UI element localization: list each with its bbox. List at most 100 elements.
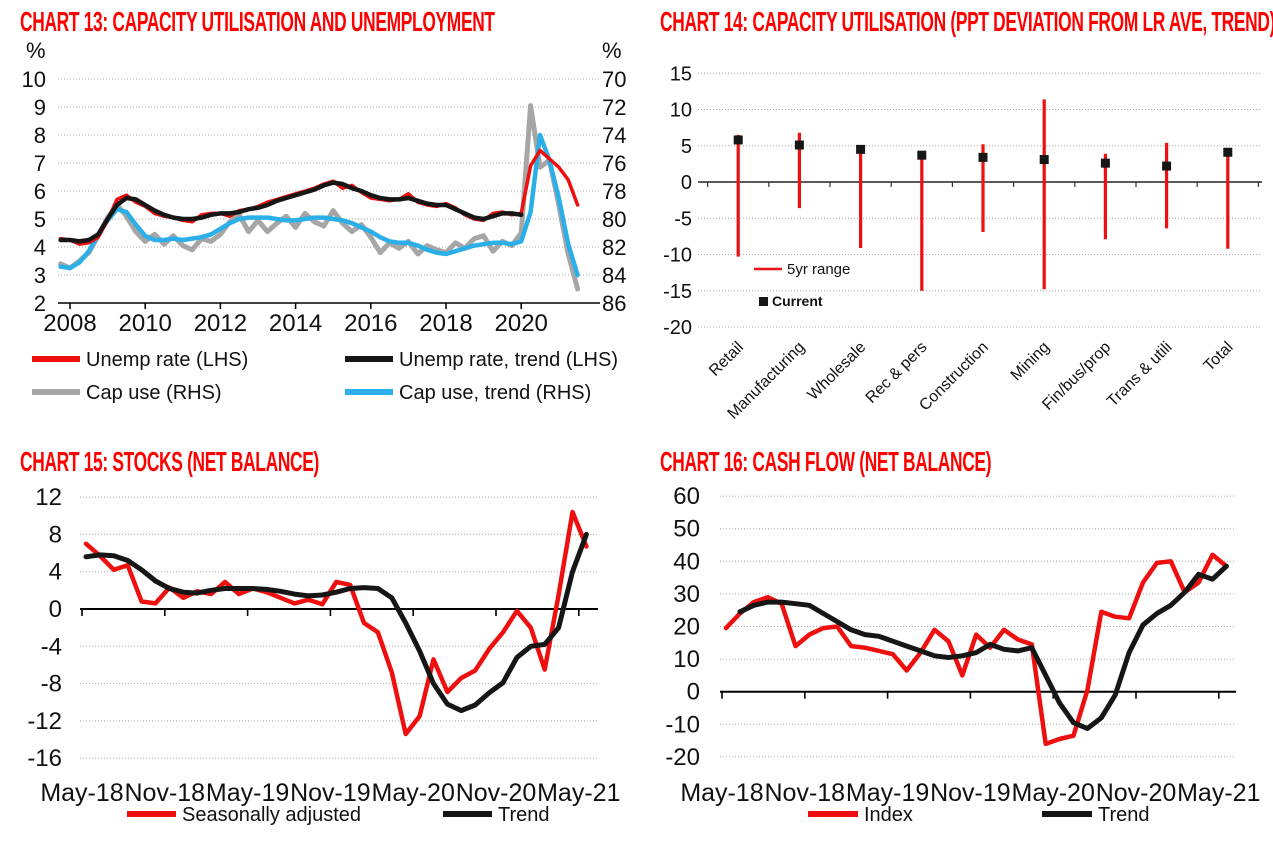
right-y-tick-label: 76 [602,151,626,176]
legend-label: Cap use, trend (RHS) [399,382,591,404]
range-column [794,132,804,209]
y-tick-label: -20 [665,744,700,771]
right-y-tick-label: 70 [602,67,626,92]
current-marker [978,152,988,162]
left-y-tick-label: 3 [34,263,46,288]
chart15-section: CHART 15: STOCKS (NET BALANCE) May-18 Nov… [0,440,640,841]
range-column [1162,142,1172,229]
legend-label: Cap use (RHS) [86,382,222,404]
legend: 5yr range Current [754,261,850,309]
chart13-canvas: 2008 2010 2012 2014 2016 2018 2020109876543270… [22,38,627,404]
category-label: Trans & utili [1104,339,1175,410]
left-y-tick-label: 10 [22,67,46,92]
chart16-canvas: May-18 Nov-18 May-19 Nov-19 May-20 Nov-20 May-… [665,483,1260,826]
legend-item: Unemp rate, trend (LHS) [345,349,618,371]
legend-label: Unemp rate (LHS) [86,349,248,371]
legend-label: Seasonally adjusted [182,804,361,826]
series-cap-use-rhs- [58,103,581,292]
current-marker [794,140,804,150]
y-tick-label: 50 [673,516,700,543]
legend-item: Trend [1042,804,1150,826]
x-tick-label: May-19 [846,779,929,807]
chart14-canvas: 151050-5-10-15-20RetailManufacturingWhol… [663,63,1262,423]
x-tick-label: May-20 [1012,779,1095,807]
y-tick-label: 12 [35,484,62,511]
range-column [1100,153,1110,240]
series-trend [737,563,1229,731]
left-y-tick-label: 8 [34,123,46,148]
y-tick-label: -15 [663,281,692,303]
x-tick-label: May-20 [372,779,455,807]
legend-label: Index [864,804,913,826]
chart13-section: CHART 13: CAPACITY UTILISATION AND UNEMP… [0,0,640,440]
range-column [917,150,927,291]
x-tick-label: 2018 [419,310,472,337]
legend-label: Trend [498,804,550,826]
x-tick-label: 2020 [495,310,548,337]
current-marker [856,144,866,154]
series-trend [83,531,589,714]
series-seasonally-adjusted [83,509,589,737]
range-column [856,144,866,248]
y-tick-label: 30 [673,581,700,608]
x-tick-label: May-18 [680,779,763,807]
category-label: Total [1201,339,1237,375]
y-tick-label: 4 [49,559,62,586]
left-axis-unit: % [26,38,46,63]
category-label: Wholesale [805,339,870,404]
y-tick-label: -8 [41,671,62,698]
chart16-section: CHART 16: CASH FLOW (NET BALANCE) May-18… [640,440,1273,841]
y-tick-label: -10 [663,245,692,267]
series-index [723,552,1229,747]
x-tick-label: Nov-18 [765,779,846,807]
x-tick-label: 2014 [269,310,322,337]
category-label: Rec & pers [863,339,931,407]
current-marker [733,135,743,145]
x-tick-label: 2016 [344,310,397,337]
chart16-title: CHART 16: CASH FLOW (NET BALANCE) [660,446,992,477]
right-y-tick-label: 72 [602,95,626,120]
x-tick-label: May-18 [40,779,123,807]
left-y-tick-label: 7 [34,151,46,176]
y-tick-label: 0 [681,172,692,194]
legend-label: Trend [1098,804,1150,826]
y-tick-label: 20 [673,614,700,641]
y-tick-label: 0 [687,679,700,706]
y-tick-label: 10 [670,100,692,122]
legend-label: Unemp rate, trend (LHS) [399,349,618,371]
y-tick-label: -5 [674,208,692,230]
y-tick-label: -10 [665,711,700,738]
x-tick-label: 2010 [119,310,172,337]
x-tick-label: Nov-19 [290,779,371,807]
right-axis-unit: % [602,38,622,63]
chart13-title: CHART 13: CAPACITY UTILISATION AND UNEMP… [20,6,495,37]
range-column [1223,147,1233,249]
chart15-canvas: May-18 Nov-18 May-19 Nov-19 May-20 Nov-20 May-… [27,484,620,826]
series-cap-use-trend-rhs- [58,132,580,278]
legend-range-label: 5yr range [787,261,850,278]
x-tick-label: Nov-19 [930,779,1011,807]
right-y-tick-label: 82 [602,235,626,260]
category-label: Mining [1008,339,1053,384]
y-tick-label: 60 [673,483,700,510]
right-y-tick-label: 80 [602,207,626,232]
y-tick-label: -12 [27,708,62,735]
legend-item: Seasonally adjusted [127,804,361,826]
right-y-tick-label: 84 [602,263,626,288]
y-tick-label: -4 [41,633,62,660]
chart14-title: CHART 14: CAPACITY UTILISATION (PPT DEVI… [660,6,1273,37]
y-tick-label: 40 [673,548,700,575]
series-unemp-rate-trend-lhs- [58,180,524,244]
right-y-tick-label: 74 [602,123,626,148]
x-tick-label: Nov-18 [125,779,206,807]
x-tick-label: Nov-20 [456,779,537,807]
legend-item: Cap use, trend (RHS) [345,382,591,404]
left-y-tick-label: 6 [34,179,46,204]
x-tick-label: May-19 [206,779,289,807]
y-tick-label: -16 [27,745,62,772]
left-y-tick-label: 4 [34,235,46,260]
x-tick-label: 2008 [43,310,96,337]
x-tick-label: May-21 [1177,779,1260,807]
legend-item: Unemp rate (LHS) [32,349,248,371]
